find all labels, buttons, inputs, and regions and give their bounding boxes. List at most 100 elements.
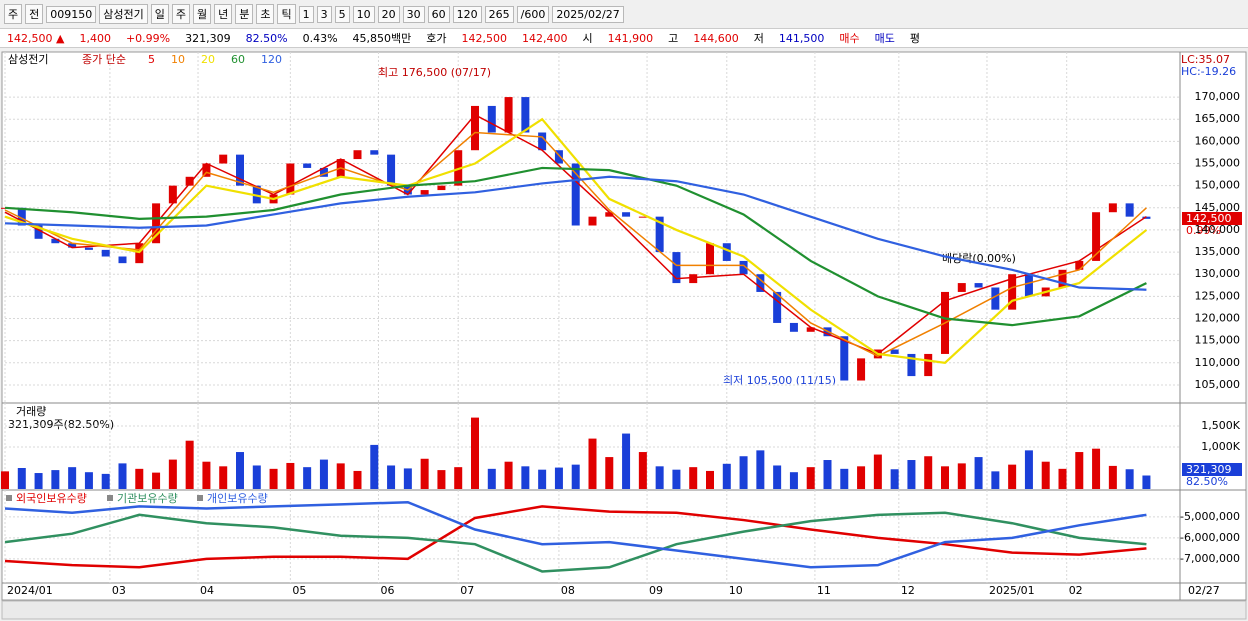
candle bbox=[1024, 274, 1033, 297]
toolbar-button[interactable]: 3 bbox=[316, 5, 332, 23]
volume-bar bbox=[504, 461, 513, 489]
quote-field[interactable]: 1,400 bbox=[79, 31, 111, 45]
y-tick-label: 170,000 bbox=[1195, 90, 1241, 103]
quote-field[interactable]: 144,600 bbox=[693, 31, 739, 45]
x-tick-label: 05 bbox=[292, 584, 306, 597]
quote-field[interactable]: 82.50% bbox=[245, 31, 288, 45]
quote-bar: 142,500 ▲ 1,400 +0.99% 321,309 82.50% 0.43% 45… bbox=[0, 28, 1248, 48]
volume-bar bbox=[269, 468, 278, 489]
quote-field[interactable]: 고 bbox=[668, 32, 679, 45]
candle bbox=[689, 274, 698, 284]
quote-field[interactable]: 142,500 bbox=[461, 31, 508, 45]
toolbar-button[interactable]: 2025/02/27 bbox=[552, 5, 624, 23]
quote-field[interactable]: 시 bbox=[582, 32, 593, 45]
toolbar-button[interactable]: 분 bbox=[235, 4, 254, 24]
toolbar-button[interactable]: 10 bbox=[352, 5, 375, 23]
toolbar-button[interactable]: 월 bbox=[192, 4, 212, 24]
volume-bar bbox=[538, 469, 547, 489]
volume-bar bbox=[101, 473, 110, 489]
candle bbox=[739, 260, 748, 275]
toolbar-button[interactable]: 틱 bbox=[277, 4, 296, 24]
volume-bar bbox=[303, 467, 312, 489]
candle bbox=[118, 256, 127, 264]
quote-field[interactable]: 평 bbox=[909, 32, 921, 45]
toolbar-button[interactable]: 년 bbox=[214, 4, 233, 24]
x-tick-label: 11 bbox=[817, 584, 831, 597]
candle bbox=[84, 247, 93, 250]
x-tick-label: 03 bbox=[112, 584, 126, 597]
x-tick-label: 07 bbox=[460, 584, 474, 597]
y-tick-label: 150,000 bbox=[1195, 179, 1241, 192]
y-tick-label: -7,000,000 bbox=[1180, 552, 1240, 565]
toolbar-button[interactable]: 주 bbox=[171, 4, 190, 24]
toolbar-button[interactable]: /600 bbox=[516, 5, 550, 23]
volume-bar bbox=[471, 417, 479, 489]
volume-bar bbox=[1092, 448, 1101, 489]
volume-bar bbox=[521, 466, 530, 489]
price-tag bbox=[1182, 212, 1242, 225]
volume-bar bbox=[17, 468, 26, 489]
volume-bar bbox=[1125, 469, 1134, 489]
toolbar-button[interactable]: 초 bbox=[256, 4, 275, 24]
toolbar-button[interactable]: 주 bbox=[4, 4, 23, 24]
volume-bar bbox=[638, 452, 647, 489]
legend-entry: 외국인보유수량 bbox=[16, 492, 87, 505]
ma-line bbox=[4, 175, 1147, 291]
quote-field[interactable]: 141,900 bbox=[607, 31, 654, 45]
volume-bar bbox=[135, 468, 144, 489]
toolbar-button[interactable]: 265 bbox=[484, 5, 514, 23]
annotation: 배당락(0.00%) bbox=[942, 252, 1016, 265]
volume-bar bbox=[454, 467, 463, 489]
ma-line bbox=[4, 166, 1147, 327]
candle bbox=[1092, 212, 1101, 261]
holding-line bbox=[4, 511, 1147, 573]
toolbar-button[interactable]: 30 bbox=[402, 5, 425, 23]
toolbar-button[interactable]: 삼성전기 bbox=[99, 4, 148, 24]
y-tick-label: 115,000 bbox=[1195, 334, 1241, 347]
quote-field[interactable]: 142,400 bbox=[522, 31, 568, 45]
quote-field[interactable]: 321,309 bbox=[185, 31, 231, 45]
candle bbox=[605, 212, 614, 217]
candle bbox=[672, 252, 681, 284]
toolbar-button[interactable]: 009150 bbox=[46, 5, 97, 23]
volume-bar bbox=[706, 470, 714, 489]
scrollbar[interactable] bbox=[1, 600, 1247, 620]
volume-bar bbox=[974, 457, 983, 489]
x-tick-label: 04 bbox=[200, 584, 214, 597]
candle bbox=[857, 358, 866, 381]
toolbar-button[interactable]: 전 bbox=[25, 4, 44, 24]
toolbar-button[interactable]: 일 bbox=[150, 4, 169, 24]
candle bbox=[554, 150, 563, 164]
volume-bar bbox=[420, 458, 429, 489]
quote-field[interactable]: 0.43% bbox=[302, 31, 338, 45]
y-tick-label: 130,000 bbox=[1195, 267, 1241, 280]
toolbar-button[interactable]: 60 bbox=[427, 5, 450, 23]
toolbar-button[interactable]: 5 bbox=[334, 5, 350, 23]
y-tick-label: 145,000 bbox=[1195, 201, 1241, 214]
volume-bar bbox=[118, 463, 127, 489]
candle bbox=[1058, 269, 1067, 288]
quote-field[interactable]: 저 bbox=[753, 32, 764, 45]
candle bbox=[219, 154, 228, 164]
toolbar-button[interactable]: 1 bbox=[298, 5, 314, 23]
volume-bar bbox=[1108, 465, 1117, 489]
quote-field[interactable]: 매도 bbox=[874, 32, 895, 45]
candle bbox=[840, 336, 849, 381]
quote-field[interactable]: 매수 bbox=[839, 32, 860, 45]
toolbar-button[interactable]: 20 bbox=[377, 5, 400, 23]
volume-bar bbox=[605, 457, 614, 489]
quote-field[interactable]: +0.99% bbox=[125, 31, 171, 45]
candle bbox=[487, 105, 496, 133]
volume-bar bbox=[403, 468, 412, 489]
quote-field[interactable]: 45,850백만 bbox=[352, 32, 412, 45]
candle bbox=[471, 105, 479, 151]
candle bbox=[924, 353, 933, 377]
quote-field[interactable]: 142,500 ▲ bbox=[7, 31, 65, 45]
quote-field[interactable]: 호가 bbox=[426, 32, 447, 45]
volume-bar bbox=[1024, 450, 1033, 489]
toolbar-button[interactable]: 120 bbox=[452, 5, 482, 23]
quote-field[interactable]: 141,500 bbox=[778, 31, 825, 45]
volume-bar bbox=[991, 471, 1000, 489]
volume-bar bbox=[336, 463, 345, 489]
legend-entry: 5 bbox=[148, 53, 155, 66]
